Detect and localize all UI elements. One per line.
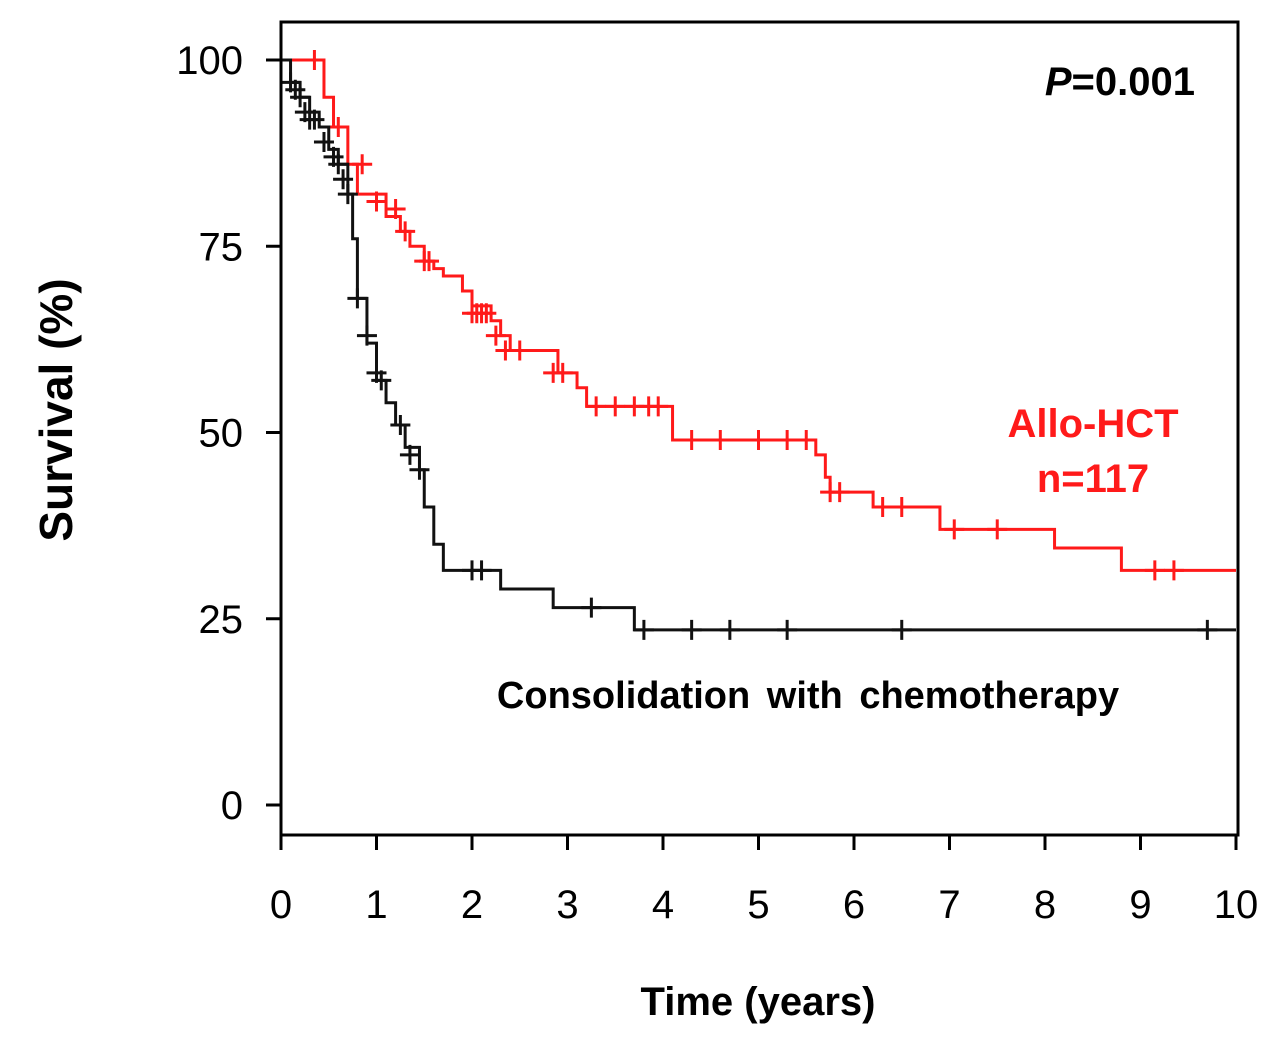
- x-tick-label: 9: [1129, 883, 1151, 927]
- x-tick-label: 2: [461, 883, 483, 927]
- y-tick-label: 0: [221, 784, 243, 828]
- x-tick-label: 4: [652, 883, 674, 927]
- censor-mark: [648, 396, 669, 417]
- censor-mark: [581, 597, 602, 618]
- series-chemotherapy: [280, 58, 1236, 640]
- censor-mark: [944, 519, 965, 540]
- censor-mark: [1144, 560, 1165, 581]
- censor-mark: [419, 251, 440, 272]
- censor-mark: [290, 87, 311, 108]
- survival-curve: [281, 58, 1236, 632]
- censor-mark: [681, 429, 702, 450]
- censor-mark: [987, 519, 1008, 540]
- censor-mark: [829, 482, 850, 503]
- censor-mark: [371, 370, 392, 391]
- p-value: =0.001: [1072, 60, 1195, 104]
- censor-mark: [313, 131, 334, 152]
- censor-mark: [366, 191, 387, 212]
- chemo-label: Consolidation with chemotherapy: [497, 675, 1119, 717]
- censor-mark: [719, 619, 740, 640]
- censor-mark: [796, 429, 817, 450]
- x-tick-label: 10: [1214, 883, 1259, 927]
- y-tick-label: 25: [199, 598, 244, 642]
- censor-mark: [385, 199, 406, 219]
- censor-mark: [891, 619, 912, 640]
- censor-mark: [390, 415, 411, 436]
- series-allo-hct: [281, 50, 1236, 581]
- series-layer: [280, 50, 1236, 640]
- censor-mark: [509, 340, 530, 361]
- censor-mark: [471, 560, 492, 581]
- censor-mark: [485, 325, 506, 346]
- censor-mark: [328, 117, 349, 138]
- censor-mark: [777, 429, 798, 450]
- censor-mark: [633, 619, 654, 640]
- censor-mark: [337, 184, 358, 205]
- censor-mark: [347, 288, 368, 309]
- allo-hct-n-label: n=117: [1037, 457, 1149, 501]
- censor-mark: [891, 497, 912, 517]
- p-label: P: [1045, 60, 1072, 104]
- censor-mark: [356, 325, 377, 346]
- censor-mark: [710, 429, 731, 450]
- p-value-annotation: P=0.001: [1045, 60, 1195, 104]
- x-tick-label: 3: [556, 883, 578, 927]
- y-tick-label: 50: [199, 412, 244, 456]
- x-tick-label: 6: [843, 883, 865, 927]
- censor-mark: [409, 459, 430, 480]
- censor-mark: [352, 154, 373, 175]
- x-tick-label: 8: [1034, 883, 1056, 927]
- censor-mark: [333, 169, 354, 190]
- censor-mark: [748, 429, 769, 450]
- x-tick-label: 5: [747, 883, 769, 927]
- censor-mark: [681, 619, 702, 640]
- allo-hct-label: Allo-HCT: [1007, 402, 1178, 446]
- x-tick-label: 7: [938, 883, 960, 927]
- censor-mark: [586, 396, 607, 417]
- censor-mark: [872, 497, 893, 517]
- censor-mark: [395, 221, 416, 242]
- censor-mark: [328, 154, 349, 175]
- censor-mark: [777, 619, 798, 640]
- y-tick-label: 75: [199, 225, 244, 269]
- censor-mark: [552, 362, 573, 383]
- censor-mark: [399, 444, 420, 465]
- censor-mark: [1163, 560, 1184, 581]
- censor-mark: [1197, 619, 1218, 640]
- y-axis-label: Survival (%): [30, 278, 82, 541]
- censor-mark: [476, 303, 497, 324]
- x-tick-label: 1: [365, 883, 387, 927]
- y-tick-label: 100: [176, 39, 243, 83]
- censor-mark: [605, 396, 626, 417]
- x-tick-label: 0: [270, 883, 292, 927]
- censor-mark: [304, 50, 325, 70]
- x-axis-label: Time (years): [641, 980, 876, 1024]
- censor-mark: [304, 109, 325, 130]
